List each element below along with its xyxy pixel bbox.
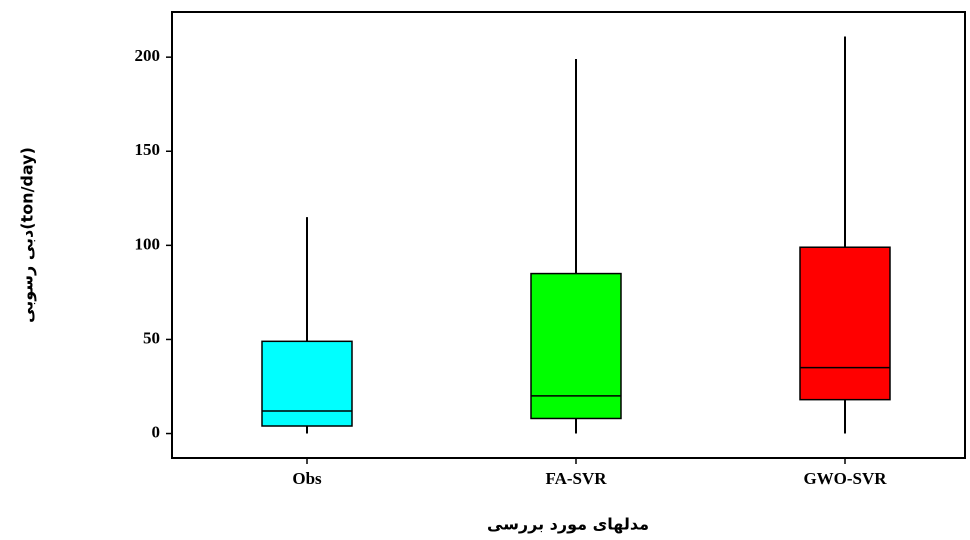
x-tick-label: Obs [292, 469, 322, 488]
y-tick-label: 100 [135, 234, 161, 253]
x-axis-label: مدلهای مورد بررسی [487, 515, 649, 534]
x-tick-label: FA-SVR [545, 469, 607, 488]
box [261, 340, 353, 427]
y-tick-label: 0 [152, 422, 161, 441]
y-axis-label: دبی رسوبی(ton/day) [18, 147, 37, 323]
y-tick-label: 150 [135, 140, 161, 159]
plot-frame [171, 11, 966, 459]
x-tick-label: GWO-SVR [803, 469, 887, 488]
box [799, 246, 891, 401]
y-tick-label: 200 [135, 46, 161, 65]
y-tick-label: 50 [143, 328, 160, 347]
box [530, 272, 622, 420]
